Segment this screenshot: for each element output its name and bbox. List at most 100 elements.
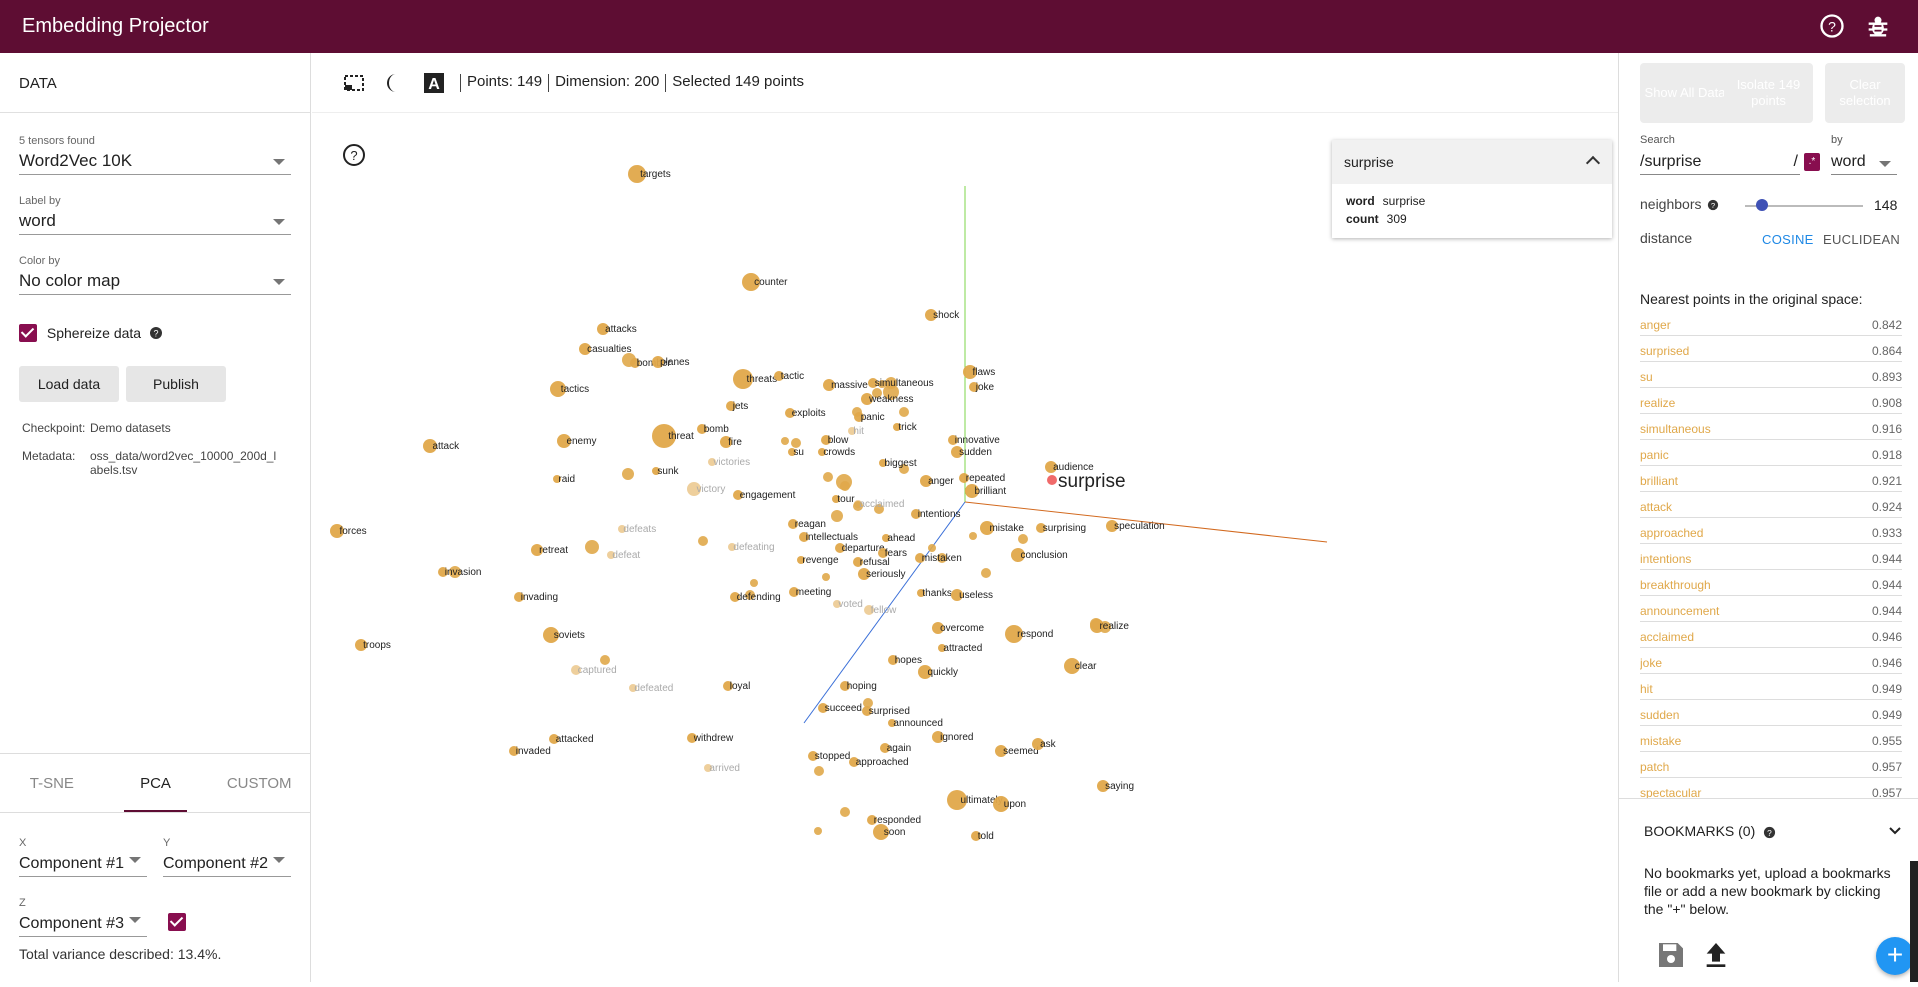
tab-custom[interactable]: CUSTOM: [226, 774, 292, 792]
scatter-point[interactable]: [849, 757, 859, 767]
scatter-point[interactable]: [963, 365, 977, 379]
scatter-point[interactable]: [868, 378, 878, 388]
help-icon[interactable]: ?: [149, 326, 163, 340]
scatter-point[interactable]: [509, 746, 519, 756]
scatter-point[interactable]: [951, 589, 963, 601]
scatter-point[interactable]: [858, 568, 870, 580]
scatter-point[interactable]: [549, 734, 559, 744]
scatter-point[interactable]: [553, 475, 561, 483]
scatter-point[interactable]: [607, 551, 615, 559]
scatter-point[interactable]: [1045, 461, 1057, 473]
regex-toggle-icon[interactable]: .*: [1804, 153, 1820, 171]
scatter-point[interactable]: [864, 605, 874, 615]
scatter-point[interactable]: [840, 681, 850, 691]
euclidean-option[interactable]: EUCLIDEAN: [1823, 232, 1901, 247]
isolate-points-button[interactable]: Isolate 149 points: [1724, 63, 1813, 123]
scatter-point[interactable]: [948, 435, 958, 445]
scatter-point[interactable]: [814, 827, 822, 835]
scatter-point[interactable]: [854, 500, 862, 508]
scatter-point[interactable]: [888, 655, 898, 665]
selected-scatter-point[interactable]: [1047, 475, 1057, 485]
scatter-point[interactable]: [1018, 534, 1028, 544]
help-icon[interactable]: ?: [342, 143, 366, 167]
scatter-point[interactable]: [885, 377, 897, 389]
scatter-point[interactable]: [925, 309, 937, 321]
scatter-point[interactable]: [557, 434, 571, 448]
scatter-point[interactable]: [883, 384, 899, 400]
scatter-point[interactable]: [514, 592, 524, 602]
scatter-point[interactable]: [818, 448, 826, 456]
scatter-point[interactable]: [888, 719, 896, 727]
scatter-point[interactable]: [630, 358, 640, 368]
scatter-point[interactable]: [652, 356, 664, 368]
neighbor-row[interactable]: sudden 0.949: [1640, 703, 1902, 729]
scatter-point[interactable]: [618, 525, 626, 533]
scatter-point[interactable]: [1032, 738, 1044, 750]
scatter-point[interactable]: [863, 698, 873, 708]
scatter-point[interactable]: [797, 556, 805, 564]
scatter-point[interactable]: [733, 369, 753, 389]
neighbor-row[interactable]: simultaneous 0.916: [1640, 417, 1902, 443]
help-icon[interactable]: ?: [1763, 826, 1776, 839]
scatter-point[interactable]: [543, 627, 559, 643]
tab-tsne[interactable]: T-SNE: [29, 774, 74, 792]
save-icon[interactable]: [1655, 939, 1687, 971]
scatter-point[interactable]: [822, 573, 830, 581]
show-all-data-button[interactable]: Show All Data: [1640, 63, 1730, 123]
scatter-point[interactable]: [745, 590, 755, 600]
tab-pca[interactable]: PCA: [104, 754, 208, 812]
scatter-point[interactable]: [969, 532, 977, 540]
neighbor-row[interactable]: joke 0.946: [1640, 651, 1902, 677]
search-by-select[interactable]: word: [1831, 153, 1897, 175]
scatter-point[interactable]: [730, 592, 740, 602]
tensor-select[interactable]: 5 tensors found Word2Vec 10K: [19, 135, 291, 175]
scatter-point[interactable]: [1064, 658, 1080, 674]
scatter-point[interactable]: [579, 343, 591, 355]
clear-selection-button[interactable]: Clear selection: [1825, 63, 1905, 123]
scatter-point[interactable]: [918, 665, 932, 679]
scatter-point[interactable]: [818, 703, 828, 713]
scatter-point[interactable]: [951, 446, 963, 458]
x-component-select[interactable]: X Component #1: [19, 837, 147, 877]
scatter-point[interactable]: [1036, 523, 1046, 533]
scatter-point[interactable]: [917, 589, 925, 597]
scatter-point[interactable]: [861, 393, 873, 405]
neighbors-slider-track[interactable]: [1745, 205, 1863, 207]
scatter-point[interactable]: [947, 790, 967, 810]
z-component-select[interactable]: Z Component #3: [19, 897, 147, 937]
scatter-point[interactable]: [882, 534, 890, 542]
scatter-point[interactable]: [733, 490, 743, 500]
scatter-point[interactable]: [742, 273, 760, 291]
color-by-select[interactable]: Color by No color map: [19, 255, 291, 295]
scatter-point[interactable]: [808, 751, 818, 761]
bug-icon[interactable]: [1864, 12, 1892, 45]
scatter-point[interactable]: [723, 681, 733, 691]
scatter-point[interactable]: [823, 379, 835, 391]
scatter-point[interactable]: [848, 427, 856, 435]
scatter-point[interactable]: [932, 622, 944, 634]
scatter-point[interactable]: [449, 566, 461, 578]
scatter-point[interactable]: [840, 807, 850, 817]
neighbor-row[interactable]: acclaimed 0.946: [1640, 625, 1902, 651]
chevron-down-icon[interactable]: [1888, 824, 1902, 838]
scatter-point[interactable]: [652, 467, 660, 475]
scatter-point[interactable]: [726, 401, 736, 411]
scatter-point[interactable]: [697, 424, 707, 434]
scatter-point[interactable]: [879, 459, 887, 467]
scatter-point[interactable]: [893, 423, 901, 431]
scatter-point[interactable]: [1106, 520, 1118, 532]
scatter-svg[interactable]: targets counter shock attacks casualties bomb…: [312, 113, 1618, 982]
scatter-point[interactable]: [788, 519, 798, 529]
scatter-point[interactable]: [622, 468, 634, 480]
scatter-point[interactable]: [1090, 619, 1104, 633]
scatter-point[interactable]: [872, 388, 882, 398]
scatter-point[interactable]: [1011, 548, 1025, 562]
neighbor-row[interactable]: hit 0.949: [1640, 677, 1902, 703]
scatter-plot-area[interactable]: targets counter shock attacks casualties bomb…: [312, 113, 1618, 982]
neighbor-row[interactable]: su 0.893: [1640, 365, 1902, 391]
neighbors-slider-thumb[interactable]: [1756, 199, 1768, 211]
scatter-point[interactable]: [720, 436, 732, 448]
scatter-point[interactable]: [862, 706, 872, 716]
labels-toggle-icon[interactable]: A: [422, 71, 446, 95]
scatter-point[interactable]: [920, 475, 932, 487]
